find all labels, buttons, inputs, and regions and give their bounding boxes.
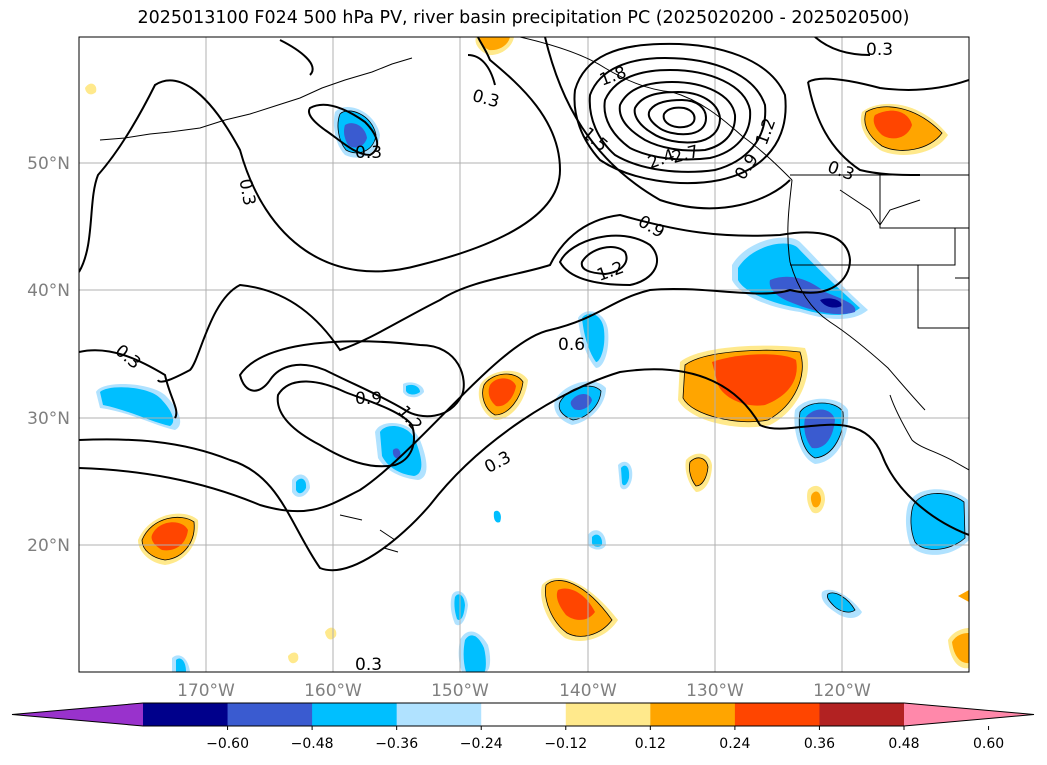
colorbar: −0.60 −0.48 −0.36 −0.24 −0.12 0.12 0.24 0.36 0.4… <box>11 702 1035 752</box>
colorbar-outline <box>11 702 1035 727</box>
colorbar-tick-label: −0.24 <box>460 736 503 752</box>
colorbar-tick-label: −0.12 <box>544 736 587 752</box>
colorbar-segment <box>143 703 229 726</box>
lat-label: 30°N <box>27 409 70 429</box>
precip-positive-region <box>325 627 337 640</box>
precip-negative-region <box>621 465 630 486</box>
colorbar-extend-max <box>904 703 1034 726</box>
contour-label: 0.9 <box>355 389 382 409</box>
colorbar-extend-min <box>12 703 143 726</box>
colorbar-tick-label: 0.36 <box>804 736 835 752</box>
map-area: 0.3 0.3 0.3 0.3 0.3 0.3 0.3 0.3 0.6 0.9 … <box>79 37 969 675</box>
colorbar-segment <box>481 703 567 726</box>
precip-positive-region <box>958 590 969 602</box>
precip-negative-region <box>296 478 307 494</box>
colorbar-segment <box>819 703 905 726</box>
precip-positive-region <box>151 522 188 551</box>
colorbar-tick-label: −0.36 <box>375 736 418 752</box>
precip-negative-region <box>570 394 592 410</box>
contour-label: 0.6 <box>558 335 585 355</box>
lat-label: 40°N <box>27 281 70 301</box>
graticule <box>79 37 969 672</box>
precip-positive-region <box>952 632 969 664</box>
precip-fills <box>85 37 969 672</box>
precip-negative-region <box>592 534 603 547</box>
contour-label: 0.3 <box>470 86 501 112</box>
precip-negative-region <box>176 658 186 672</box>
precip-negative-region <box>493 510 501 523</box>
precip-negative-region <box>406 384 420 395</box>
lon-label: 160°W <box>304 681 362 701</box>
lat-label: 20°N <box>27 536 70 556</box>
colorbar-tick-label: 0.12 <box>635 736 666 752</box>
contour-label: 0.3 <box>355 143 382 163</box>
lon-label: 150°W <box>431 681 489 701</box>
precip-positive-region <box>873 110 912 139</box>
colorbar-segment <box>734 703 820 726</box>
contour-label: 1.8 <box>597 63 629 91</box>
map-title: 2025013100 F024 500 hPa PV, river basin … <box>137 8 910 28</box>
precip-positive-region <box>810 491 821 508</box>
precip-outlines <box>141 106 966 637</box>
colorbar-segment <box>396 703 482 726</box>
contour-label: 0.3 <box>235 177 259 207</box>
precip-positive-region <box>488 378 516 407</box>
precip-negative-region <box>380 426 422 476</box>
colorbar-tick-label: −0.48 <box>291 736 334 752</box>
precip-negative-region <box>344 123 367 148</box>
colorbar-segment <box>312 703 398 726</box>
precip-negative-region <box>100 387 174 426</box>
lat-label: 50°N <box>27 154 70 174</box>
precip-positive-region <box>85 83 97 95</box>
precip-positive-region <box>556 588 595 620</box>
contour-label: 0.3 <box>481 447 514 477</box>
precip-negative-region <box>820 298 842 308</box>
colorbar-tick-label: 0.48 <box>888 736 919 752</box>
contour-label: 0.3 <box>111 341 145 374</box>
colorbar-segment <box>650 703 736 726</box>
precip-negative-region <box>804 409 835 449</box>
contour-label: 0.3 <box>825 157 857 185</box>
pv-contours <box>79 37 969 571</box>
colorbar-segment <box>565 703 651 726</box>
lon-label: 170°W <box>177 681 235 701</box>
colorbar-tick-label: 0.60 <box>973 736 1004 752</box>
precip-negative-region <box>463 635 486 672</box>
precip-positive-region <box>689 457 708 486</box>
precip-negative-region <box>910 493 965 550</box>
contour-label: 0.9 <box>634 212 667 243</box>
latitude-labels: 50°N 40°N 30°N 20°N <box>27 154 70 556</box>
precip-negative-region <box>827 592 855 613</box>
colorbar-tick-label: 0.24 <box>719 736 750 752</box>
precip-negative-region <box>392 448 401 459</box>
longitude-labels: 170°W 160°W 150°W 140°W 130°W 120°W <box>177 681 871 701</box>
contour-label: 0.3 <box>866 40 893 60</box>
map-frame <box>78 36 970 673</box>
lon-label: 140°W <box>559 681 617 701</box>
contour-label: 0.3 <box>355 655 382 675</box>
contour-label: 0.9 <box>731 150 763 184</box>
lon-label: 130°W <box>686 681 744 701</box>
colorbar-segment <box>227 703 313 726</box>
contour-label: 1.2 <box>594 258 626 286</box>
precip-positive-region <box>479 37 510 51</box>
colorbar-tick-label: −0.60 <box>206 736 249 752</box>
lon-label: 120°W <box>813 681 871 701</box>
precip-positive-region <box>288 652 299 664</box>
contour-label: 2.7 <box>670 142 701 168</box>
